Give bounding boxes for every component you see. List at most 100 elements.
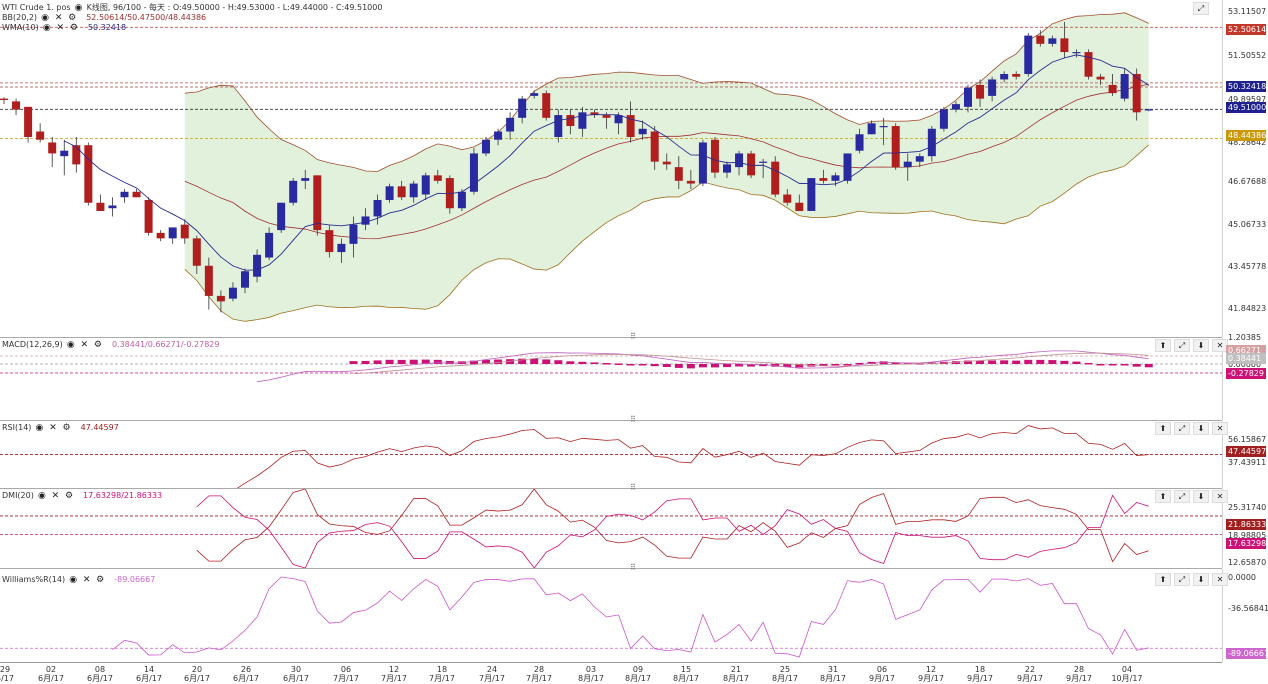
price-plot[interactable] xyxy=(0,0,1223,337)
macd-histogram-bar xyxy=(759,364,768,367)
macd-plot[interactable] xyxy=(0,338,1223,420)
x-tick-label: 25 8月/17 xyxy=(772,665,798,683)
move-up-icon[interactable]: ⬆ xyxy=(1155,422,1171,435)
eye-icon[interactable]: ◉ xyxy=(74,3,83,13)
candle-body xyxy=(964,87,972,107)
eye-icon[interactable]: ◉ xyxy=(37,491,46,501)
candle-body xyxy=(289,180,298,203)
panel-divider[interactable] xyxy=(0,568,1222,569)
y-tick: 18.98805 xyxy=(1228,531,1267,540)
x-tick-label: 295/17 xyxy=(0,665,14,683)
candle-body xyxy=(457,191,466,209)
macd-values: 0.38441/0.66271/-0.27829 xyxy=(111,340,220,349)
candle-body xyxy=(747,153,756,176)
candle-body xyxy=(277,202,286,231)
move-down-icon[interactable]: ⬇ xyxy=(1193,339,1209,352)
candle-body xyxy=(530,93,539,96)
close-icon[interactable]: ✕ xyxy=(1212,422,1228,435)
candle-body xyxy=(1012,73,1021,77)
macd-histogram-bar xyxy=(891,362,900,364)
eye-icon[interactable]: ◉ xyxy=(66,340,75,350)
x-tick-label: 15 8月/17 xyxy=(673,665,699,683)
eye-icon[interactable]: ◉ xyxy=(69,575,78,585)
candle-body xyxy=(409,183,418,198)
macd-histogram-bar xyxy=(964,360,972,364)
candle-body xyxy=(0,98,8,101)
dmi-plot[interactable] xyxy=(0,489,1223,568)
macd-histogram-bar xyxy=(494,359,503,364)
wma-line xyxy=(64,54,1149,271)
candle-body xyxy=(132,191,141,198)
bb-values: 52.50614/50.47500/48.44386 xyxy=(86,13,207,22)
close-icon[interactable]: ✕ xyxy=(1212,573,1228,586)
williams-y-axis[interactable]: 0.0000 -36.56841 -89.06667 xyxy=(1224,569,1268,662)
candle-body xyxy=(686,180,695,184)
macd-histogram-bar xyxy=(421,359,430,364)
close-icon[interactable]: ✕ xyxy=(54,13,63,23)
move-down-icon[interactable]: ⬇ xyxy=(1193,422,1209,435)
gear-icon[interactable]: ⚙ xyxy=(64,491,74,501)
expand-icon[interactable]: ⤢ xyxy=(1174,422,1190,435)
macd-panel: MACD(12,26,9) ◉ ✕ ⚙ 0.38441/0.66271/-0.2… xyxy=(0,333,1268,420)
dmi-y-axis[interactable]: 25.31740 18.98805 12.65870 21.86333 17.6… xyxy=(1224,489,1268,568)
move-down-icon[interactable]: ⬇ xyxy=(1193,573,1209,586)
candle-body xyxy=(120,191,129,198)
price-panel-controls: ⤢ xyxy=(1190,2,1209,15)
rsi-y-axis[interactable]: 56.15867 37.43911 47.44597 xyxy=(1224,421,1268,488)
resize-grip-icon[interactable]: ⠿ xyxy=(630,415,636,424)
macd-histogram-bar xyxy=(1132,364,1141,367)
close-icon[interactable]: ✕ xyxy=(56,23,65,33)
candle-body xyxy=(903,161,912,168)
bb-legend: BB(20,2) ◉ ✕ ⚙ 52.50614/50.47500/48.4438… xyxy=(2,12,206,25)
candle-body xyxy=(265,232,274,258)
x-tick-label: 18 7月/17 xyxy=(429,665,455,683)
bb-upper-badge: 52.50614 xyxy=(1226,24,1267,35)
eye-icon[interactable]: ◉ xyxy=(41,13,49,23)
resize-grip-icon[interactable]: ⠿ xyxy=(630,563,636,572)
resize-grip-icon[interactable]: ⠿ xyxy=(630,483,636,492)
gear-icon[interactable]: ⚙ xyxy=(62,423,71,433)
macd-histogram-bar xyxy=(783,364,792,368)
dmi-label: DMI(20) xyxy=(2,491,34,500)
expand-icon[interactable]: ⤢ xyxy=(1174,490,1190,503)
y-tick: -36.56841 xyxy=(1228,604,1268,613)
close-icon[interactable]: ✕ xyxy=(49,423,57,433)
macd-label: MACD(12,26,9) xyxy=(2,340,63,349)
macd-y-axis[interactable]: 1.20385 0.00000 0.66271 0.38441 -0.27829 xyxy=(1224,333,1268,420)
panel-divider[interactable] xyxy=(0,488,1222,489)
move-up-icon[interactable]: ⬆ xyxy=(1155,573,1171,586)
expand-icon[interactable]: ⤢ xyxy=(1174,573,1190,586)
candle-body xyxy=(710,139,719,173)
candle-body xyxy=(241,271,249,288)
gear-icon[interactable]: ⚙ xyxy=(69,23,78,33)
gear-icon[interactable]: ⚙ xyxy=(93,340,102,350)
resize-grip-icon[interactable]: ⠿ xyxy=(630,332,636,341)
candle-body xyxy=(228,287,237,299)
gear-icon[interactable]: ⚙ xyxy=(96,575,105,585)
expand-icon[interactable]: ⤢ xyxy=(1193,2,1209,15)
close-icon[interactable]: ✕ xyxy=(80,340,89,350)
price-y-axis[interactable]: 53.11507 51.50552 49.89597 48.28642 46.6… xyxy=(1224,0,1268,337)
panel-divider[interactable] xyxy=(0,337,1222,338)
candle-body xyxy=(650,131,659,162)
move-up-icon[interactable]: ⬆ xyxy=(1155,339,1171,352)
y-tick: 37.43911 xyxy=(1228,458,1267,467)
macd-histogram-bar xyxy=(638,364,647,366)
candle-body xyxy=(421,175,430,195)
panel-divider[interactable] xyxy=(0,420,1222,421)
close-icon[interactable]: ✕ xyxy=(82,575,91,585)
williams-plot[interactable] xyxy=(0,569,1223,662)
close-icon[interactable]: ✕ xyxy=(1212,490,1228,503)
move-down-icon[interactable]: ⬇ xyxy=(1193,490,1209,503)
candle-body xyxy=(180,224,189,239)
eye-icon[interactable]: ◉ xyxy=(42,23,51,33)
move-up-icon[interactable]: ⬆ xyxy=(1155,490,1171,503)
gear-icon[interactable]: ⚙ xyxy=(68,13,77,23)
close-icon[interactable]: ✕ xyxy=(51,491,60,501)
candle-body xyxy=(1120,73,1129,99)
rsi-plot[interactable] xyxy=(0,421,1223,488)
expand-icon[interactable]: ⤢ xyxy=(1174,339,1190,352)
candle-body xyxy=(349,224,358,244)
eye-icon[interactable]: ◉ xyxy=(35,423,44,433)
